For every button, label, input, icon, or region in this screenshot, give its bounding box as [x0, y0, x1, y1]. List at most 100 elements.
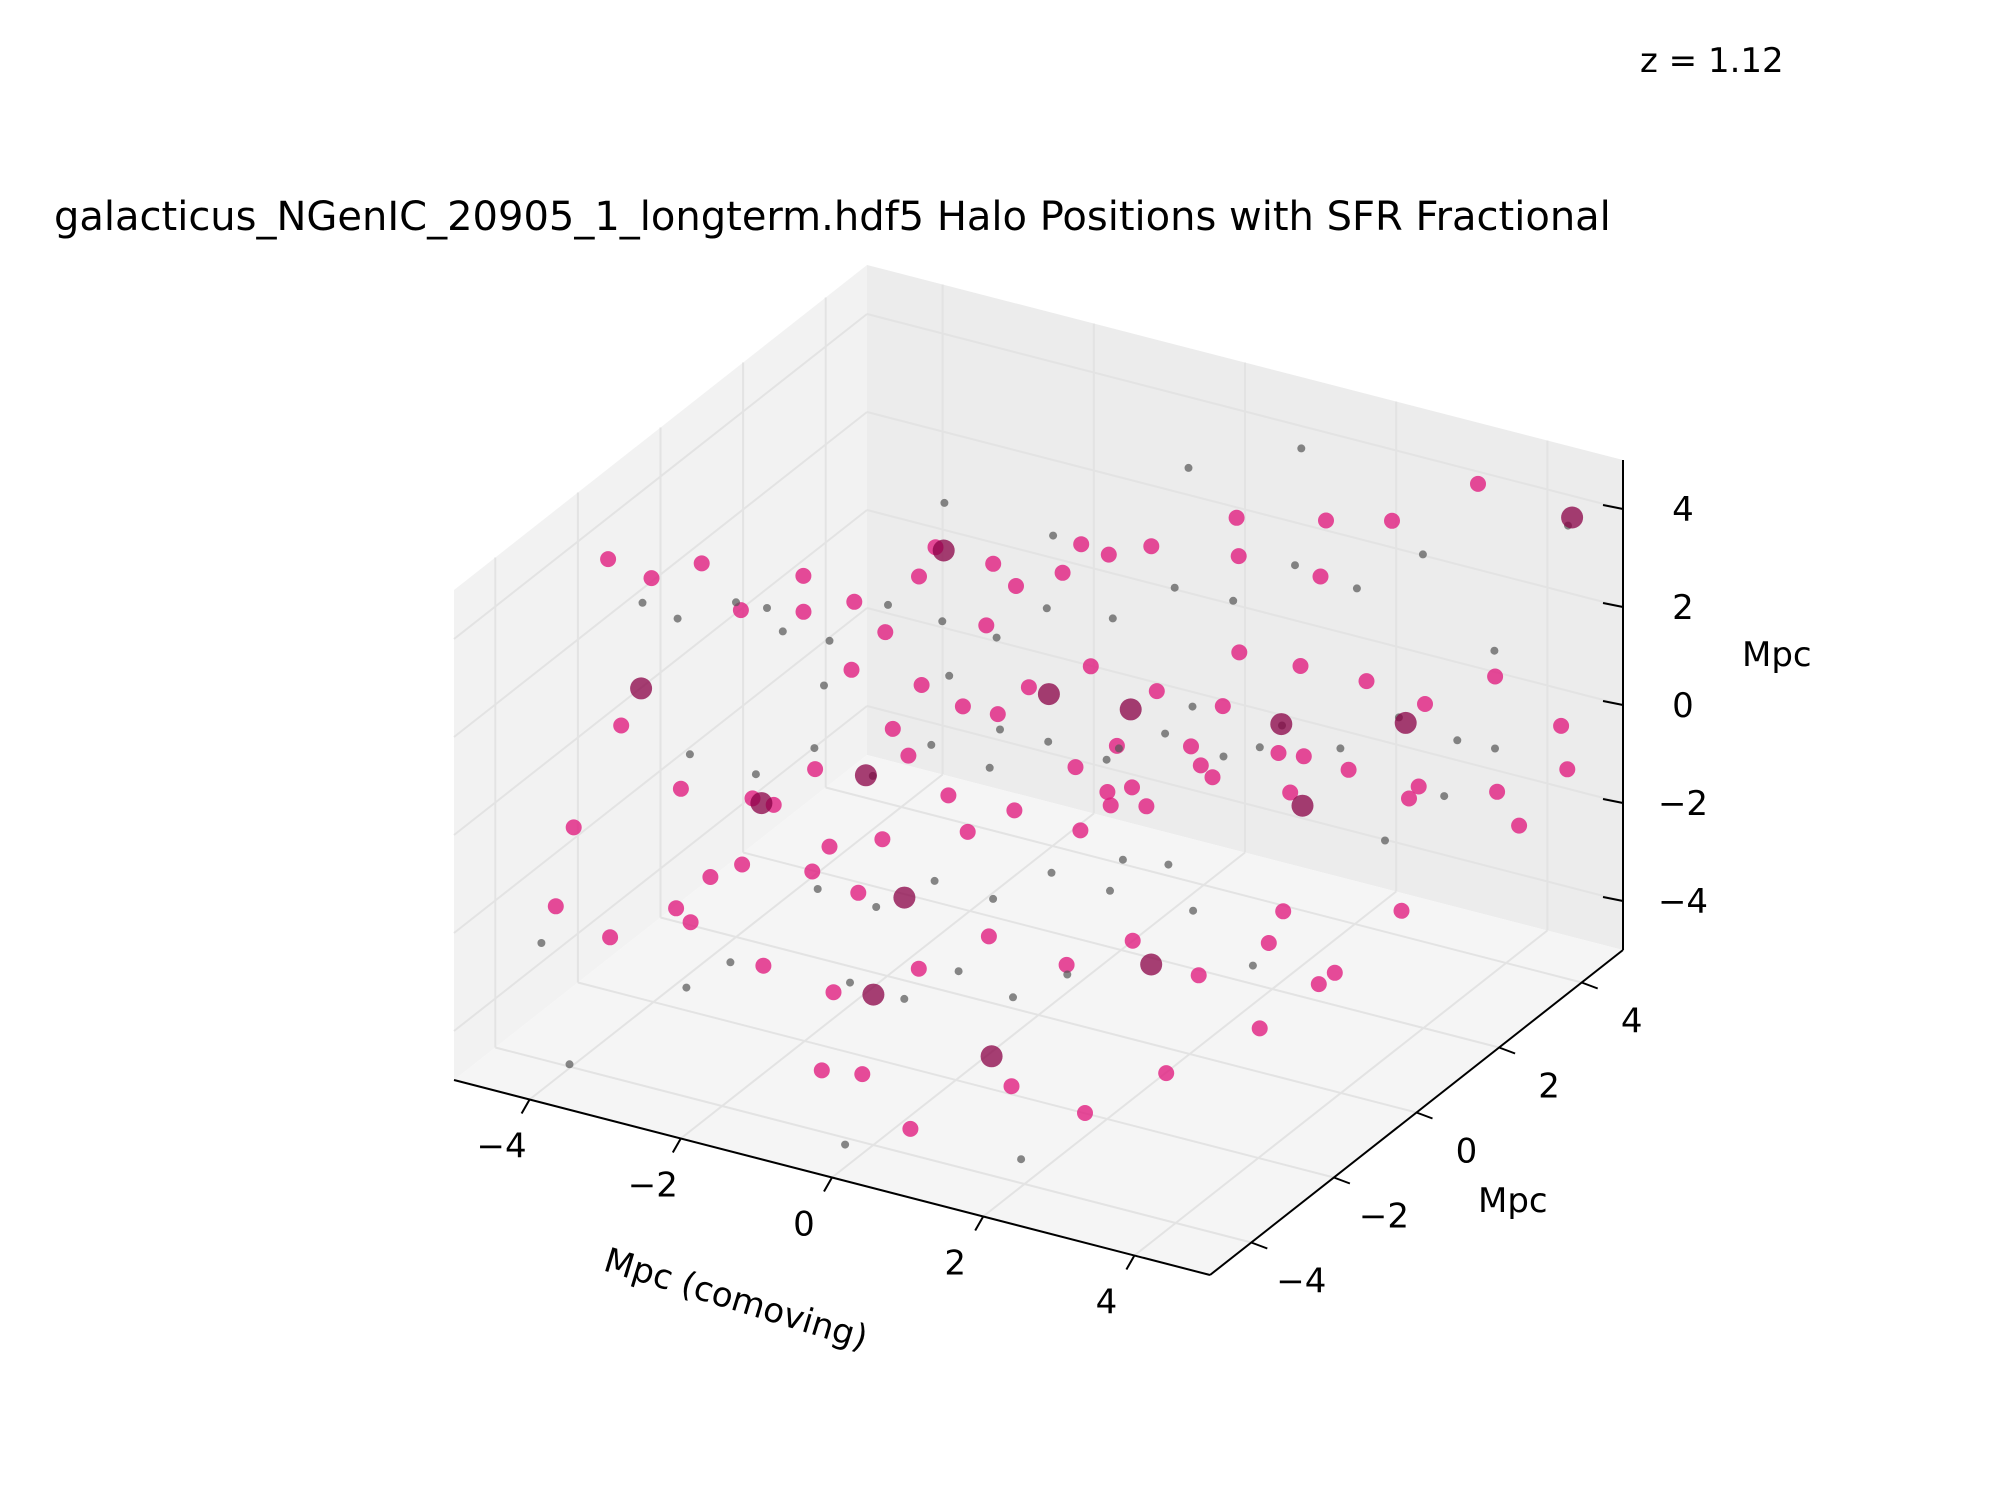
y-tick-label: −4: [1276, 1262, 1326, 1302]
dark-point: [932, 539, 955, 562]
grid-line: [825, 786, 1582, 984]
star_forming-point: [1192, 757, 1209, 774]
star_forming-point: [1158, 1065, 1175, 1082]
quiescent-point: [985, 763, 994, 772]
axes-grid: [453, 284, 1624, 1257]
quiescent-point: [1184, 463, 1193, 472]
dark-point: [630, 677, 653, 700]
star_forming-point: [1006, 802, 1023, 819]
quiescent-point: [732, 598, 740, 607]
star_forming-point: [1393, 902, 1410, 919]
star_forming-point: [1292, 658, 1309, 674]
quiescent-point: [778, 627, 787, 636]
star_forming-point: [1489, 783, 1506, 800]
quiescent-point: [1336, 744, 1345, 753]
dark-point: [854, 764, 877, 787]
quiescent-point: [1017, 1155, 1026, 1164]
star_forming-point: [804, 863, 821, 880]
quiescent-point: [945, 671, 954, 680]
x-tick-label: 0: [793, 1205, 815, 1245]
star_forming-point: [600, 551, 617, 568]
star_forming-point: [1072, 822, 1089, 839]
quiescent-point: [1161, 729, 1170, 738]
star_forming-point: [702, 869, 719, 885]
grid-line: [453, 607, 868, 934]
star_forming-point: [954, 698, 971, 715]
dark-point: [893, 886, 916, 909]
star_forming-point: [807, 761, 824, 778]
y-tick-label: 2: [1538, 1067, 1560, 1107]
z-tick-label: 0: [1672, 686, 1694, 726]
star_forming-point: [1312, 568, 1329, 585]
star_forming-point: [1204, 769, 1221, 786]
star_forming-point: [682, 914, 699, 931]
grid-line: [660, 916, 1417, 1114]
quiescent-point: [1440, 792, 1449, 801]
star_forming-point: [877, 624, 894, 641]
quiescent-point: [884, 600, 892, 609]
star_forming-point: [1487, 668, 1504, 685]
star_forming-point: [1148, 683, 1165, 700]
star_forming-point: [911, 568, 927, 585]
quiescent-point: [1291, 561, 1299, 570]
tick-labels: −4 −2 0 2 4 −4 −2 0 2 4 −4 −2 0 2 4: [477, 490, 1709, 1323]
star_forming-point: [1102, 797, 1119, 814]
grid-line: [495, 1046, 1252, 1244]
star_forming-point: [1282, 784, 1299, 801]
quiescent-point: [1108, 614, 1117, 623]
quiescent-point: [1188, 702, 1197, 711]
star_forming-point: [1295, 748, 1312, 765]
grid-line: [453, 313, 868, 640]
quiescent-point: [1418, 550, 1427, 559]
star_forming-point: [643, 570, 660, 587]
grid-line: [866, 313, 1624, 510]
star_forming-point: [1228, 509, 1245, 526]
y-tick: [1250, 1241, 1268, 1250]
quiescent-point: [1009, 993, 1017, 1002]
dark-point: [1270, 713, 1293, 736]
star_forming-point: [602, 929, 619, 946]
star_forming-point: [843, 661, 860, 678]
quiescent-point: [537, 939, 546, 947]
grid-line: [866, 607, 1624, 804]
data-points: [537, 444, 1584, 1164]
y-tick: [1581, 981, 1599, 990]
star_forming-point: [613, 717, 630, 734]
grid-line: [866, 705, 1624, 902]
star_forming-point: [846, 593, 863, 610]
star_forming-point: [1020, 679, 1037, 696]
quiescent-point: [900, 994, 909, 1003]
star_forming-point: [854, 1066, 871, 1083]
star_forming-point: [1318, 512, 1334, 529]
quiescent-point: [685, 750, 694, 759]
quiescent-point: [1106, 886, 1114, 895]
dark-point: [1291, 794, 1314, 817]
star_forming-point: [1054, 564, 1071, 581]
z-tick-label: 2: [1672, 588, 1694, 628]
quiescent-point: [846, 978, 854, 987]
quiescent-point: [1453, 736, 1462, 745]
star_forming-point: [959, 823, 976, 840]
z-tick-label: 4: [1672, 490, 1694, 530]
star_forming-point: [1058, 956, 1075, 973]
z-tick: [1602, 896, 1624, 902]
star_forming-point: [1310, 976, 1327, 993]
y-axis-label: Mpc: [1478, 1181, 1548, 1221]
quiescent-point: [763, 604, 771, 612]
star_forming-point: [1124, 779, 1140, 796]
dark-point: [1394, 711, 1417, 734]
star_forming-point: [850, 884, 867, 901]
y-tick: [1498, 1046, 1516, 1055]
quiescent-point: [810, 744, 819, 753]
quiescent-point: [1229, 596, 1238, 605]
z-tick: [1602, 798, 1624, 804]
quiescent-point: [751, 770, 760, 779]
star_forming-point: [825, 984, 842, 1001]
quiescent-point: [1102, 755, 1111, 764]
star_forming-point: [668, 900, 685, 917]
quiescent-point: [1170, 583, 1179, 592]
z-tick-label: −2: [1658, 784, 1708, 824]
x-tick: [974, 1216, 985, 1231]
quiescent-point: [1490, 646, 1499, 655]
star_forming-point: [900, 747, 917, 764]
